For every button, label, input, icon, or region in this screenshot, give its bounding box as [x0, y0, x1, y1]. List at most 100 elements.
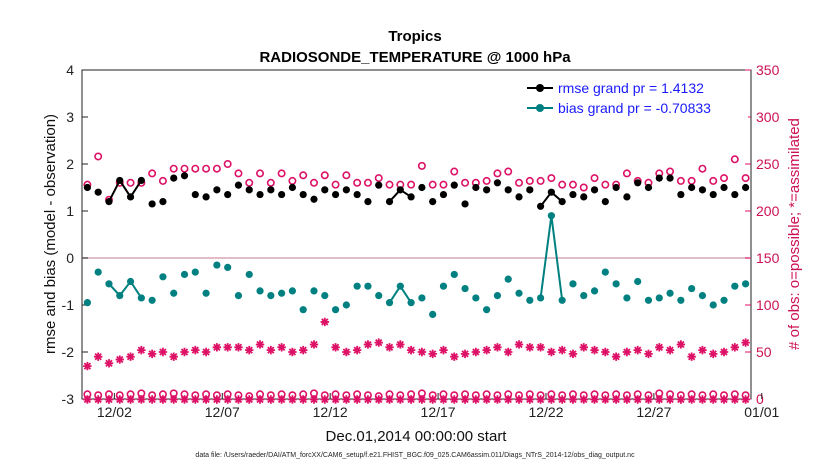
possible-point	[461, 178, 470, 187]
assimilated-low-point	[180, 395, 189, 404]
rmse-point	[202, 193, 210, 201]
rmse-point	[450, 181, 458, 189]
rmse-point	[731, 190, 739, 199]
y-left-tick-label: -2	[62, 344, 75, 360]
rmse-point	[504, 186, 512, 194]
y-left-tick-label: 4	[66, 62, 74, 78]
assimilated-low-point	[104, 395, 114, 404]
rmse-line-segment	[108, 178, 143, 203]
assimilated-low-point	[493, 395, 502, 404]
rmse-point	[493, 179, 502, 187]
bias-point	[191, 268, 199, 276]
y-right-tick-label: 250	[756, 156, 780, 172]
bias-point	[148, 296, 156, 304]
possible-point	[374, 174, 383, 183]
bias-point	[612, 280, 620, 288]
possible-low-point	[385, 390, 394, 399]
assimilated-low-point	[568, 395, 578, 404]
possible-point	[698, 164, 707, 173]
legend-bias-marker	[536, 104, 544, 112]
bias-point	[94, 268, 102, 276]
bias-point	[137, 294, 145, 302]
y-left-tick-label: 0	[66, 250, 74, 266]
possible-point	[515, 178, 524, 187]
rmse-point	[94, 188, 102, 196]
y-left-tick-label: 3	[66, 109, 74, 125]
x-tick-label: 12/17	[421, 404, 456, 420]
bias-point	[515, 289, 523, 297]
bias-point	[472, 294, 480, 302]
bias-point	[342, 301, 350, 309]
possible-low-point	[202, 390, 211, 399]
rmse-point	[396, 186, 404, 194]
possible-point	[126, 178, 135, 187]
bias-point	[547, 212, 555, 220]
assimilated-low-point	[622, 395, 632, 404]
assimilated-low-point	[460, 395, 470, 404]
bias-point	[224, 263, 232, 271]
possible-low-point	[320, 391, 329, 400]
possible-low-point	[536, 391, 545, 400]
rmse-point	[234, 181, 243, 189]
assimilated-point	[385, 343, 394, 352]
bias-point	[385, 299, 394, 307]
legend-rmse-label: rmse grand pr = 1.4132	[558, 80, 704, 96]
assimilated-point	[342, 347, 351, 357]
bias-point	[698, 292, 707, 300]
assimilated-point	[406, 345, 416, 355]
assimilated-point	[460, 349, 470, 359]
assimilated-low-point	[655, 395, 664, 404]
assimilated-point	[514, 340, 524, 349]
rmse-point	[666, 174, 674, 182]
assimilated-point	[266, 345, 276, 355]
bias-point	[623, 294, 631, 302]
possible-low-point	[288, 391, 297, 400]
bias-point	[245, 270, 253, 279]
bias-point	[202, 289, 210, 297]
possible-low-point	[590, 390, 599, 399]
assimilated-low-point	[698, 395, 707, 404]
bias-point	[461, 284, 469, 293]
plot-frame	[81, 69, 752, 400]
rmse-point	[655, 174, 663, 182]
bias-point	[504, 275, 512, 283]
x-axis-label: Dec.01,2014 00:00:00 start	[326, 428, 508, 445]
possible-low-point	[547, 390, 556, 399]
possible-low-point	[666, 390, 675, 399]
bias-point	[331, 306, 340, 314]
rmse-point	[137, 176, 145, 185]
possible-low-point	[709, 390, 718, 399]
possible-low-point	[417, 389, 426, 398]
possible-low-point	[428, 391, 437, 400]
possible-point	[482, 176, 491, 185]
assimilated-point	[665, 345, 675, 355]
assimilated-low-point	[352, 395, 362, 404]
rmse-point	[418, 183, 426, 192]
rmse-point	[526, 186, 534, 194]
assimilated-point	[611, 352, 621, 361]
possible-low-point	[439, 390, 448, 399]
bias-point	[396, 282, 404, 290]
assimilated-low-point	[730, 395, 740, 404]
assimilated-low-point	[83, 395, 92, 404]
bias-point	[105, 280, 113, 288]
possible-point	[428, 180, 437, 189]
bias-point	[742, 280, 750, 288]
assimilated-point	[104, 359, 114, 368]
possible-low-point	[234, 391, 243, 400]
possible-point	[493, 169, 502, 178]
possible-low-point	[579, 391, 588, 400]
assimilated-point	[417, 347, 427, 357]
bias-point	[450, 270, 458, 279]
bias-line-segment	[108, 279, 143, 299]
right-axis: 0 50 100 150 200 250 300 350	[745, 62, 780, 407]
y-left-tick-label: 2	[66, 156, 74, 172]
assimilated-point	[83, 361, 92, 371]
bias-point	[278, 289, 286, 297]
assimilated-low-point	[687, 395, 696, 404]
assimilated-low-point	[266, 395, 276, 404]
assimilated-point	[622, 347, 632, 357]
assimilated-low-point	[309, 395, 319, 404]
assimilated-point	[245, 345, 254, 355]
possible-point	[320, 171, 329, 180]
